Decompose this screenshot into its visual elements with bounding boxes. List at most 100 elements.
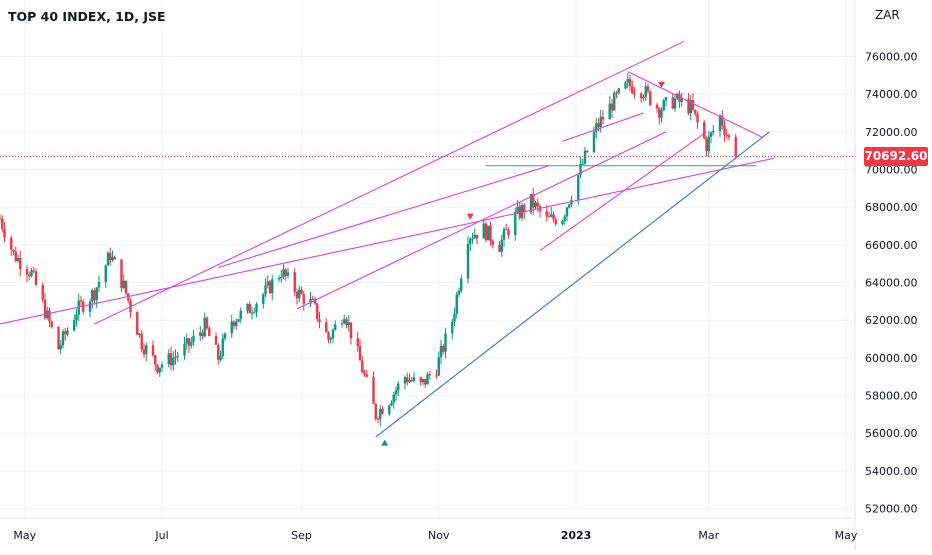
candle-body xyxy=(88,301,92,312)
candle-body xyxy=(471,238,474,240)
candle-body xyxy=(691,100,695,110)
candle-body xyxy=(376,418,380,420)
candle-body xyxy=(534,202,537,208)
candle-body xyxy=(403,377,407,384)
candle-body xyxy=(388,405,391,414)
candle-body xyxy=(536,202,539,207)
candle-body xyxy=(358,346,362,361)
candle-body xyxy=(246,304,249,311)
candle-body xyxy=(644,86,647,97)
candle-body xyxy=(97,281,101,288)
candle-body xyxy=(421,379,425,383)
candle-body xyxy=(664,97,668,101)
candle-body xyxy=(183,343,186,356)
candle-body xyxy=(361,360,364,373)
candle-body xyxy=(154,355,157,365)
candle-body xyxy=(136,312,139,335)
candle-body xyxy=(203,317,206,337)
candle-body xyxy=(601,116,605,120)
candle-body xyxy=(185,338,188,344)
candle-body xyxy=(282,269,285,278)
candle-body xyxy=(705,138,708,152)
candle-body xyxy=(599,116,602,128)
candle-body xyxy=(41,284,44,300)
candle-body xyxy=(523,205,526,213)
candle-body xyxy=(507,229,510,235)
candle-body xyxy=(439,345,443,358)
trend-line-mid-channel xyxy=(218,165,550,269)
candle-body xyxy=(694,109,697,114)
candle-body xyxy=(397,383,400,391)
candle-body xyxy=(723,125,726,135)
candle-body xyxy=(329,338,332,340)
candle-body xyxy=(219,356,222,360)
candle-body xyxy=(718,115,722,131)
trend-line-lower-trend xyxy=(296,131,667,310)
last-price-badge: 70692.60 xyxy=(864,146,928,166)
candle-body xyxy=(552,214,555,220)
candle-body xyxy=(514,212,517,235)
candle-body xyxy=(311,298,314,300)
candle-body xyxy=(187,338,191,346)
candle-body xyxy=(160,364,164,368)
candle-body xyxy=(151,345,155,356)
candle-body xyxy=(707,136,710,152)
candle-body xyxy=(230,321,233,334)
candle-body xyxy=(309,298,312,304)
candle-body xyxy=(379,408,382,420)
candle-body xyxy=(250,312,254,314)
candle-body xyxy=(57,327,60,350)
candle-body xyxy=(16,257,20,262)
candle-body xyxy=(266,281,269,286)
candle-body xyxy=(271,279,274,294)
candle-body xyxy=(561,220,564,225)
x-tick-label: May xyxy=(13,529,36,542)
candle-body xyxy=(640,93,643,99)
candle-body xyxy=(113,256,116,260)
candle-body xyxy=(223,333,227,339)
candle-body xyxy=(25,268,29,275)
trend-line-flag-low xyxy=(539,131,707,251)
candle-body xyxy=(176,355,179,357)
candle-body xyxy=(489,225,492,241)
candle-body xyxy=(570,199,573,205)
x-tick-label: 2023 xyxy=(561,529,592,542)
candle-body xyxy=(649,91,652,105)
candle-body xyxy=(334,324,337,330)
candle-body xyxy=(280,277,283,279)
candle-body xyxy=(79,300,83,302)
candle-body xyxy=(106,252,110,266)
candle-body xyxy=(394,390,398,395)
candle-body xyxy=(28,274,31,277)
candle-body xyxy=(466,243,470,279)
candle-body xyxy=(331,329,335,339)
x-tick-label: Nov xyxy=(428,529,450,542)
candle-body xyxy=(66,330,69,335)
candle-body xyxy=(327,332,330,340)
candle-body xyxy=(262,294,265,305)
candle-body xyxy=(410,380,413,382)
candle-body xyxy=(82,301,85,312)
candle-body xyxy=(253,311,256,313)
candle-body xyxy=(626,78,629,83)
candle-body xyxy=(689,100,692,114)
candle-body xyxy=(302,293,305,304)
candle-body xyxy=(365,374,368,377)
candle-body xyxy=(554,219,557,225)
candle-body xyxy=(205,317,209,329)
candle-body xyxy=(167,353,170,365)
candle-body xyxy=(545,211,548,217)
candle-body xyxy=(138,333,141,335)
candle-body xyxy=(59,345,62,350)
candle-body xyxy=(642,96,645,99)
candle-body xyxy=(19,257,22,269)
candle-body xyxy=(349,322,353,339)
trend-line-upper-trend xyxy=(94,40,685,325)
candle-body xyxy=(235,321,238,326)
candle-body xyxy=(50,321,53,328)
candle-body xyxy=(586,150,589,153)
candle-body xyxy=(412,377,416,381)
candle-body xyxy=(363,372,366,375)
candle-body xyxy=(608,103,611,120)
